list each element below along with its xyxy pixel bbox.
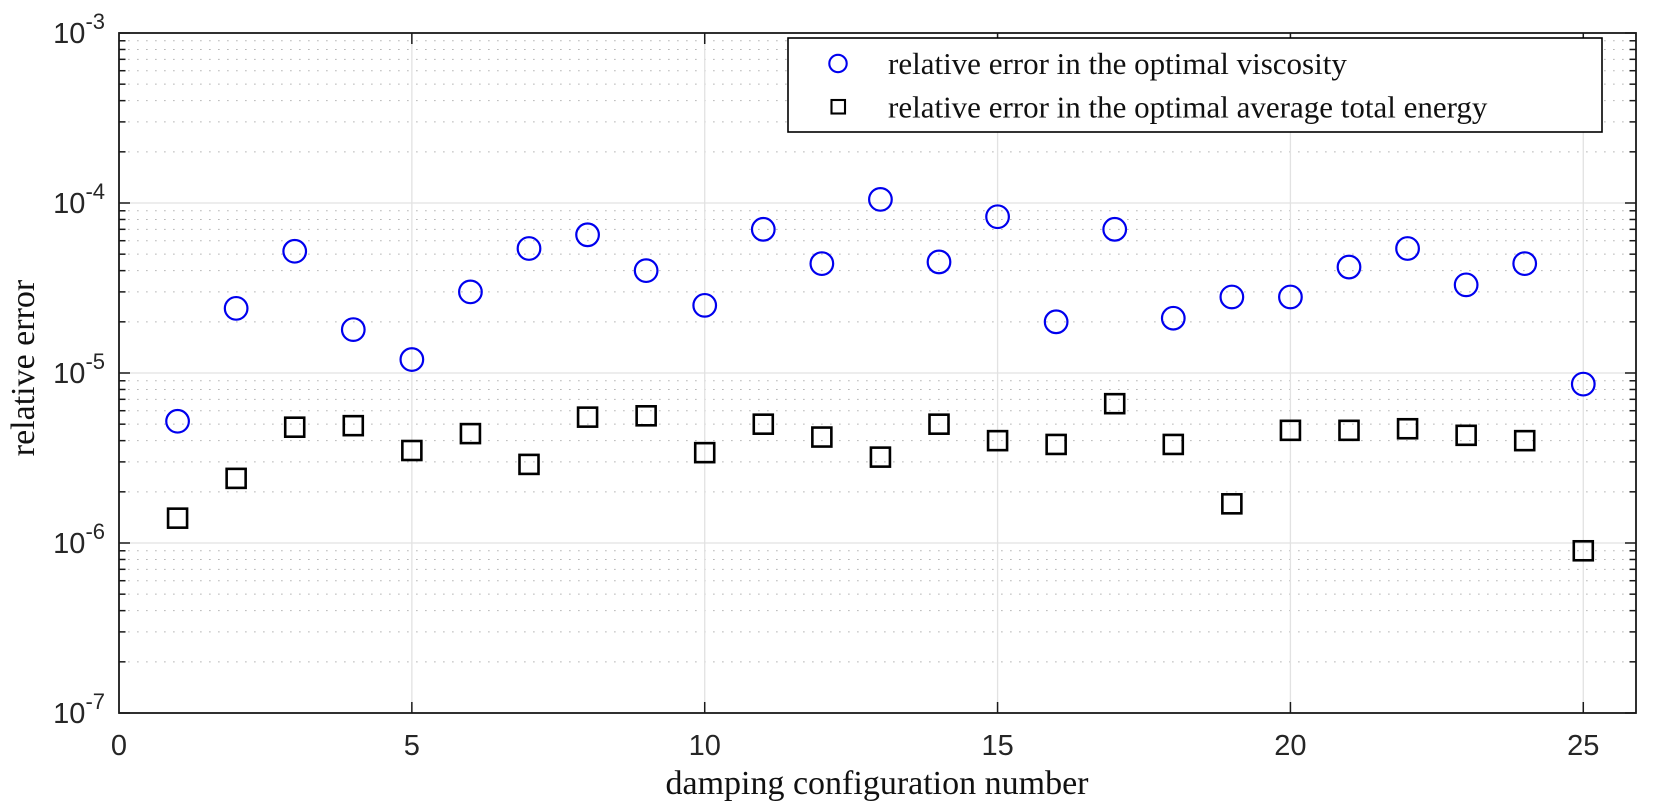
viscosity-point-11 [750, 216, 776, 242]
x-tick-labels: 0 5 10 15 20 25 [111, 730, 1599, 762]
legend-label-viscosity: relative error in the optimal viscosity [888, 46, 1347, 81]
series-optimal-viscosity [165, 186, 1596, 434]
energy-point-15 [986, 429, 1009, 452]
viscosity-point-18 [1160, 305, 1186, 331]
viscosity-point-3 [282, 238, 308, 264]
energy-point-13 [869, 446, 892, 468]
y-tick-label: 10-5 [53, 349, 105, 390]
axes-box [118, 32, 1637, 714]
energy-point-24 [1513, 429, 1536, 452]
x-tick-label: 10 [689, 730, 721, 762]
viscosity-point-10 [692, 292, 718, 318]
energy-point-22 [1396, 417, 1419, 440]
viscosity-point-20 [1278, 284, 1303, 310]
x-tick-label: 25 [1567, 730, 1599, 762]
energy-point-11 [752, 413, 775, 435]
viscosity-point-16 [1043, 309, 1069, 335]
viscosity-point-14 [926, 249, 952, 275]
viscosity-point-19 [1219, 284, 1245, 310]
energy-point-3 [283, 416, 306, 438]
energy-point-23 [1455, 424, 1477, 447]
viscosity-point-15 [985, 204, 1010, 230]
viscosity-point-23 [1453, 272, 1479, 298]
viscosity-point-17 [1102, 216, 1128, 242]
energy-point-21 [1338, 419, 1360, 442]
energy-point-12 [811, 426, 833, 448]
viscosity-point-25 [1570, 371, 1596, 397]
viscosity-point-24 [1512, 251, 1538, 277]
energy-point-19 [1221, 493, 1243, 515]
y-axis-label: relative error [5, 279, 42, 456]
axis-ticks [119, 32, 1636, 714]
energy-point-7 [518, 453, 540, 476]
y-tick-label: 10-6 [53, 519, 105, 560]
viscosity-point-6 [458, 279, 483, 305]
viscosity-point-21 [1336, 254, 1362, 280]
viscosity-point-2 [223, 295, 249, 321]
viscosity-point-12 [809, 251, 835, 277]
energy-point-8 [576, 406, 599, 428]
x-tick-label: 5 [404, 730, 420, 762]
legend: relative error in the optimal viscosity … [787, 37, 1603, 133]
viscosity-point-7 [516, 236, 542, 261]
x-tick-label: 20 [1274, 730, 1306, 762]
energy-point-1 [166, 507, 189, 529]
energy-point-10 [693, 441, 716, 464]
viscosity-point-4 [340, 317, 366, 343]
energy-point-4 [342, 414, 365, 437]
series-optimal-average-total-energy [166, 392, 1595, 562]
viscosity-point-1 [165, 408, 190, 434]
energy-point-18 [1162, 433, 1185, 456]
viscosity-point-9 [633, 258, 659, 284]
y-tick-label: 10-7 [53, 689, 105, 730]
legend-square-marker-icon [830, 98, 847, 115]
legend-label-energy: relative error in the optimal average to… [888, 90, 1488, 125]
y-tick-label: 10-3 [53, 9, 105, 50]
legend-box [787, 37, 1603, 133]
energy-point-2 [225, 467, 247, 490]
y-tick-labels: 10-3 10-4 10-5 10-6 10-7 [53, 9, 105, 730]
energy-point-6 [459, 422, 482, 445]
viscosity-point-13 [868, 186, 893, 212]
major-gridlines [119, 33, 1636, 714]
viscosity-point-22 [1395, 236, 1420, 261]
energy-point-20 [1279, 419, 1302, 442]
x-axis-label: damping configuration number [665, 765, 1089, 802]
viscosity-point-5 [399, 347, 425, 372]
energy-point-16 [1045, 433, 1067, 456]
x-tick-label: 0 [111, 730, 127, 762]
viscosity-point-8 [575, 222, 600, 248]
minor-gridlines [119, 40, 1636, 663]
energy-point-14 [928, 413, 950, 435]
energy-point-25 [1572, 539, 1595, 562]
y-tick-label: 10-4 [53, 179, 105, 220]
energy-point-17 [1103, 392, 1126, 415]
energy-point-5 [401, 439, 423, 462]
energy-point-9 [635, 405, 657, 427]
legend-circle-marker-icon [828, 53, 848, 74]
x-tick-label: 15 [981, 730, 1013, 762]
